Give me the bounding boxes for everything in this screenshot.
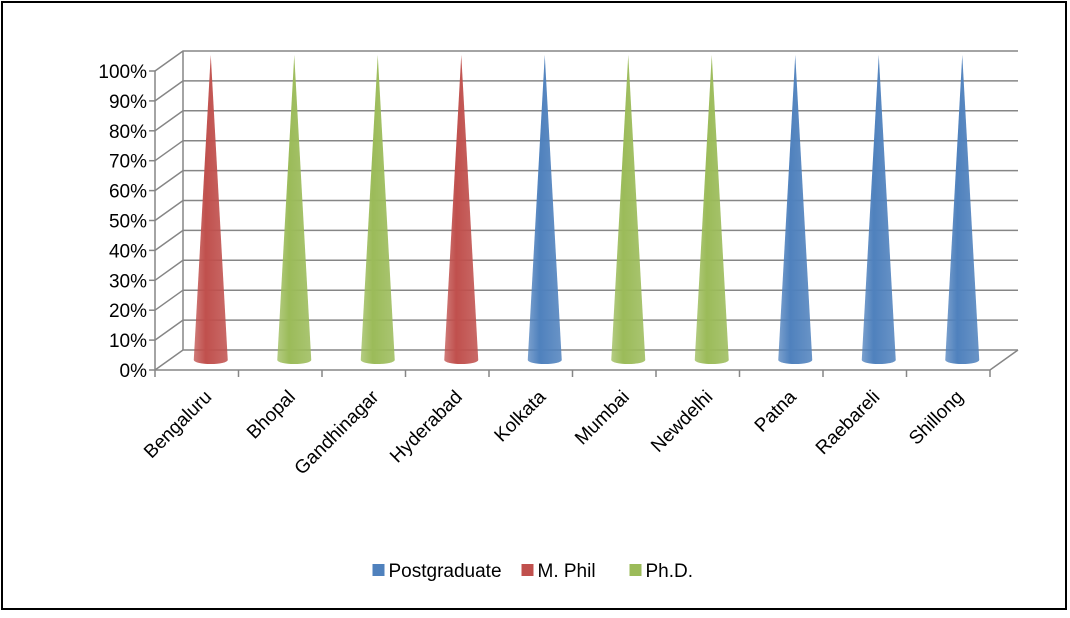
gridline-10: [154, 319, 1018, 341]
gridline-0: [154, 349, 1018, 371]
legend-label-postgraduate: Postgraduate: [389, 561, 502, 582]
cone-mumbai-ph-d: [611, 55, 646, 364]
legend-swatch-postgraduate: [372, 564, 385, 576]
legend-label-ph-d: Ph.D.: [646, 561, 694, 582]
y-tick-label-80: 80%: [109, 122, 147, 143]
y-tick-label-70: 70%: [109, 152, 147, 173]
cone-shillong-postgraduate: [945, 55, 980, 364]
y-tick-label-60: 60%: [109, 182, 147, 203]
y-tick-label-30: 30%: [109, 271, 147, 292]
gridline-30: [154, 259, 1018, 281]
gridline-50: [154, 199, 1018, 222]
legend-label-m-phil: M. Phil: [538, 561, 596, 582]
gridline-70: [154, 139, 1018, 162]
gridlines: [149, 50, 1018, 377]
cone-hyderabad-m-phil: [444, 55, 479, 364]
cone-raebareli-postgraduate: [861, 55, 896, 364]
legend-swatch-ph-d: [629, 564, 642, 576]
legend-swatch-m-phil: [521, 564, 534, 576]
gridline-80: [154, 110, 1018, 132]
gridline-60: [154, 169, 1018, 192]
data-cones: [193, 55, 980, 364]
legend: Postgraduate M. Phil Ph.D.: [372, 561, 694, 582]
y-axis-tick-labels: 0% 10% 20% 30% 40% 50% 60% 70% 80% 90% 100%: [98, 62, 147, 382]
y-tick-label-10: 10%: [109, 331, 147, 352]
cone-newdelhi-ph-d: [694, 55, 729, 364]
y-tick-label-50: 50%: [109, 212, 147, 233]
y-tick-label-20: 20%: [109, 301, 147, 322]
cone-bhopal-ph-d: [277, 55, 312, 364]
y-tick-label-100: 100%: [98, 62, 147, 83]
gridline-100: [154, 50, 1018, 72]
cone-bengaluru-m-phil: [193, 55, 228, 364]
y-tick-label-0: 0%: [120, 361, 148, 382]
cone-gandhinagar-ph-d: [360, 55, 395, 364]
y-tick-label-40: 40%: [109, 241, 147, 262]
cone-patna-postgraduate: [778, 55, 813, 364]
gridline-40: [154, 229, 1018, 252]
gridline-90: [154, 80, 1018, 102]
cone-kolkata-postgraduate: [527, 55, 562, 364]
y-tick-label-90: 90%: [109, 92, 147, 113]
gridline-20: [154, 289, 1018, 311]
